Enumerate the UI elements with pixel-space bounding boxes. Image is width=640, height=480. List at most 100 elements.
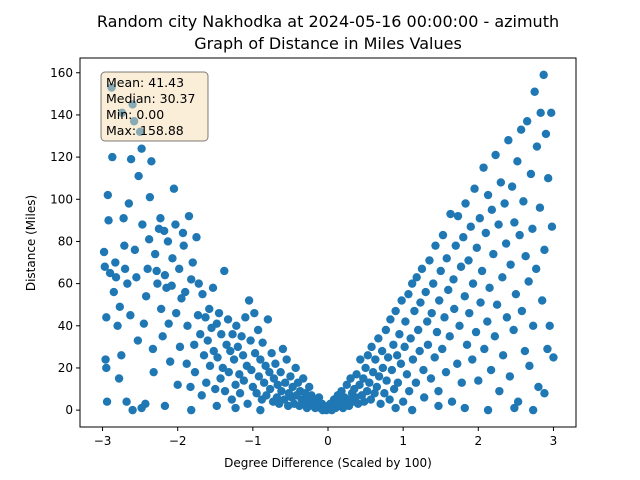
stats-box-background (100, 71, 209, 142)
data-point (233, 342, 243, 352)
data-point (423, 317, 432, 326)
data-point (193, 311, 203, 320)
data-point (144, 235, 154, 244)
data-point (214, 308, 224, 318)
y-tick-label: 140 (50, 108, 73, 122)
data-point (416, 298, 425, 307)
data-point (376, 399, 385, 409)
data-point (187, 275, 196, 284)
data-point (536, 108, 545, 118)
data-point (126, 155, 136, 164)
data-point (212, 401, 221, 411)
data-point (510, 218, 519, 227)
data-point (237, 332, 246, 341)
data-point (346, 374, 355, 383)
data-point (474, 376, 483, 385)
data-point (453, 359, 462, 368)
data-point (160, 401, 170, 411)
x-tick-label: −1 (244, 434, 262, 448)
data-point (188, 258, 197, 267)
data-point (446, 209, 455, 219)
data-point (385, 395, 394, 404)
data-point (430, 353, 439, 362)
data-point (468, 355, 477, 364)
data-point (511, 289, 521, 299)
data-point (485, 283, 494, 293)
data-point (450, 304, 459, 314)
data-point (247, 365, 256, 375)
data-point (444, 285, 453, 295)
data-point (213, 353, 222, 362)
data-point (227, 395, 237, 404)
data-point (513, 397, 523, 406)
data-point (238, 351, 248, 360)
data-point (128, 405, 137, 415)
data-point (506, 260, 515, 269)
data-point (280, 395, 289, 404)
y-tick-label: 60 (58, 277, 73, 291)
y-tick-label: 20 (58, 361, 73, 375)
data-point (531, 264, 541, 274)
data-point (410, 306, 419, 316)
data-point (244, 296, 254, 305)
data-point (520, 346, 530, 356)
data-point (528, 321, 538, 330)
data-point (182, 359, 191, 368)
data-point (505, 372, 515, 381)
data-point (481, 228, 491, 238)
data-point (464, 256, 473, 265)
data-point (367, 342, 376, 352)
data-point (235, 389, 245, 398)
data-point (241, 313, 250, 322)
data-point (391, 306, 400, 316)
data-point (496, 178, 506, 187)
data-point (391, 403, 400, 413)
x-axis-label: Degree Difference (Scaled by 100) (224, 456, 432, 470)
data-point (111, 258, 120, 267)
data-point (352, 370, 361, 379)
data-point (265, 367, 274, 377)
data-point (472, 243, 481, 252)
data-point (261, 361, 270, 371)
data-point (256, 355, 265, 364)
data-point (133, 336, 143, 345)
data-point (194, 279, 203, 288)
data-point (120, 241, 129, 250)
data-point (273, 380, 282, 390)
data-point (117, 351, 126, 360)
data-point (407, 279, 417, 288)
data-point (196, 330, 205, 339)
data-point (502, 313, 512, 322)
data-point (314, 393, 324, 402)
data-point (101, 355, 110, 364)
data-point (173, 380, 182, 390)
data-point (126, 311, 135, 320)
data-point (459, 233, 468, 242)
data-point (525, 361, 534, 371)
data-point (387, 365, 397, 375)
data-point (299, 374, 308, 383)
data-point (163, 237, 173, 246)
data-point (134, 171, 143, 181)
data-point (216, 374, 225, 383)
data-point (483, 405, 493, 415)
data-point (365, 378, 374, 387)
data-point (250, 349, 260, 358)
data-point (181, 287, 190, 297)
data-point (186, 382, 195, 392)
data-point (291, 363, 300, 373)
data-point (102, 313, 111, 322)
data-point (192, 233, 201, 242)
data-point (460, 403, 469, 413)
data-point (492, 300, 502, 309)
data-point (220, 386, 230, 396)
data-point (374, 334, 383, 343)
data-point (392, 351, 402, 360)
data-point (232, 321, 241, 330)
data-point (541, 129, 551, 139)
data-point (513, 157, 522, 166)
data-point (483, 190, 493, 200)
data-point (393, 378, 403, 387)
y-axis-label: Distance (Miles) (24, 195, 38, 291)
